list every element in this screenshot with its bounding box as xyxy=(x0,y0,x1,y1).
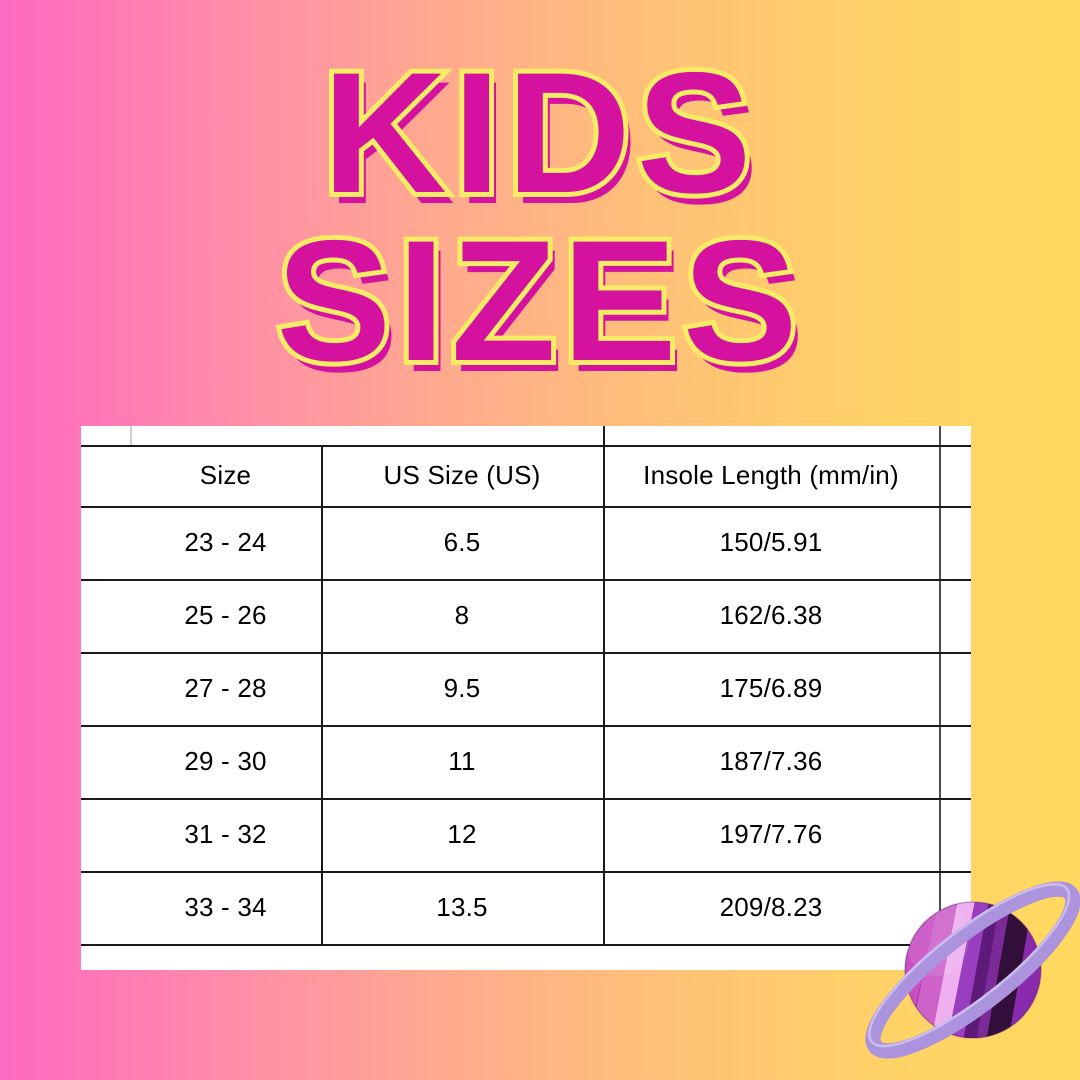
svg-text:KIDS: KIDS xyxy=(323,62,758,229)
svg-text:SIZES: SIZES xyxy=(276,230,803,397)
